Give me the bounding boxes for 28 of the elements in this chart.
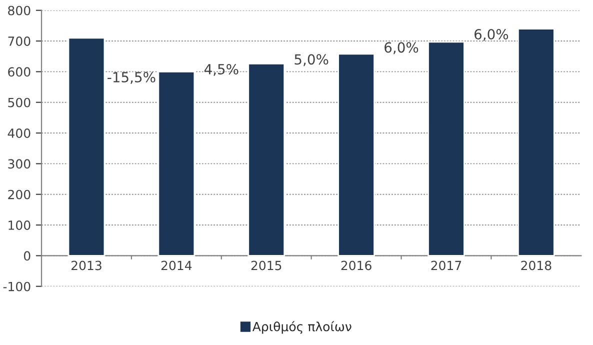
y-tick-label: 100 [8, 220, 30, 230]
x-tick-label: 2013 [71, 260, 102, 270]
x-tick-label: 2018 [521, 260, 552, 270]
x-tick-label: 2016 [341, 260, 372, 270]
bar [68, 37, 106, 256]
annotation: 5,0% [294, 54, 328, 66]
annotation: 6,0% [384, 42, 418, 54]
y-tick-label: -100 [3, 282, 30, 292]
y-tick-label: 300 [8, 159, 30, 169]
y-tick-label: 200 [8, 190, 30, 200]
bar [158, 70, 196, 256]
bar [517, 28, 555, 256]
annotation: 4,5% [204, 64, 238, 76]
annotation: 6,0% [474, 28, 508, 41]
bar [338, 53, 375, 256]
x-tick-label: 2015 [251, 260, 282, 270]
annotation: -15,5% [108, 72, 156, 84]
bar [428, 41, 465, 256]
x-tick-label: 2014 [161, 260, 192, 270]
x-tick-label: 2017 [431, 260, 462, 270]
legend-label: Αριθμός πλοίων [252, 321, 352, 334]
y-tick-label: 0 [24, 251, 30, 261]
y-tick-label: 500 [8, 98, 30, 108]
y-tick-label: 800 [8, 6, 30, 16]
y-tick-label: 400 [8, 128, 30, 138]
bar [248, 63, 286, 256]
y-tick-label: 600 [8, 67, 30, 77]
y-tick-label: 700 [8, 36, 30, 46]
